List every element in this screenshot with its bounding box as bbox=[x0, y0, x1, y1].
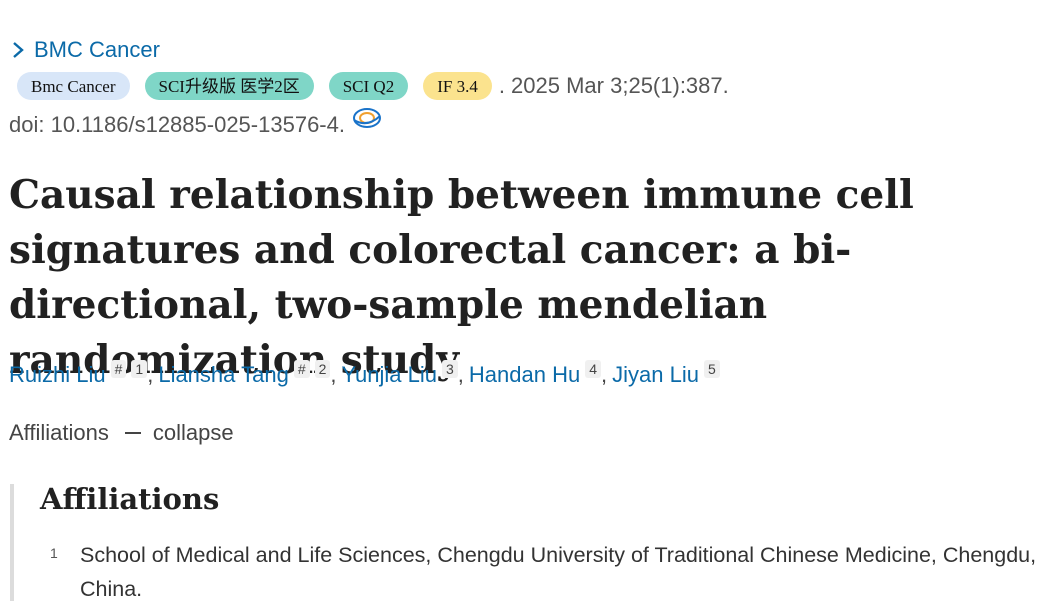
chevron-right-icon bbox=[13, 42, 24, 58]
badge-row: Bmc Cancer SCI升级版 医学2区 SCI Q2 IF 3.4 . 2… bbox=[17, 72, 729, 100]
quartile-badge[interactable]: SCI Q2 bbox=[328, 72, 409, 100]
affiliations-heading: Affiliations bbox=[40, 482, 220, 516]
author-link[interactable]: Handan Hu bbox=[468, 362, 581, 387]
affiliations-panel: Affiliations 1 School of Medical and Lif… bbox=[10, 482, 1062, 601]
author-link[interactable]: Jiyan Liu bbox=[612, 362, 699, 387]
affiliations-toggle-label: Affiliations bbox=[9, 420, 109, 445]
doi-line: doi: 10.1186/s12885-025-13576-4. bbox=[9, 108, 383, 138]
equal-contribution-mark[interactable]: # bbox=[293, 360, 310, 378]
citation-date: . 2025 Mar 3;25(1):387. bbox=[498, 73, 729, 98]
fulltext-link-icon[interactable] bbox=[351, 106, 383, 130]
author-list: Ruizhi Liu # 1 , Liansha Tang # 2 , Yunj… bbox=[9, 360, 720, 388]
journal-link[interactable]: BMC Cancer bbox=[10, 37, 160, 63]
minus-icon[interactable] bbox=[124, 432, 141, 434]
sci-tier-badge[interactable]: SCI升级版 医学2区 bbox=[144, 72, 314, 100]
impact-factor-badge[interactable]: IF 3.4 bbox=[423, 72, 492, 100]
author-link[interactable]: Liansha Tang bbox=[158, 362, 289, 387]
affiliation-item: 1 School of Medical and Life Sciences, C… bbox=[50, 538, 1050, 601]
affiliation-ref[interactable]: 2 bbox=[314, 360, 331, 378]
journal-link-label: BMC Cancer bbox=[34, 37, 160, 62]
affiliation-number: 1 bbox=[50, 545, 58, 561]
author-separator: , bbox=[330, 362, 337, 387]
author-link[interactable]: Yunjia Liu bbox=[341, 362, 437, 387]
author-separator: , bbox=[457, 362, 464, 387]
affiliation-ref[interactable]: 1 bbox=[131, 360, 148, 378]
equal-contribution-mark[interactable]: # bbox=[110, 360, 127, 378]
article-title: Causal relationship between immune cell … bbox=[9, 172, 914, 383]
affiliation-ref[interactable]: 4 bbox=[585, 360, 601, 378]
author-separator: , bbox=[601, 362, 608, 387]
affiliation-ref[interactable]: 5 bbox=[703, 360, 720, 378]
affiliation-ref[interactable]: 3 bbox=[441, 360, 458, 378]
journal-badge[interactable]: Bmc Cancer bbox=[17, 72, 130, 100]
affiliation-text: School of Medical and Life Sciences, Che… bbox=[80, 543, 1037, 601]
doi-text: doi: 10.1186/s12885-025-13576-4. bbox=[9, 112, 345, 137]
affiliations-toggle: Affiliations collapse bbox=[9, 420, 234, 446]
author-separator: , bbox=[147, 362, 154, 387]
author-link[interactable]: Ruizhi Liu bbox=[9, 362, 106, 387]
collapse-button[interactable]: collapse bbox=[152, 420, 234, 445]
